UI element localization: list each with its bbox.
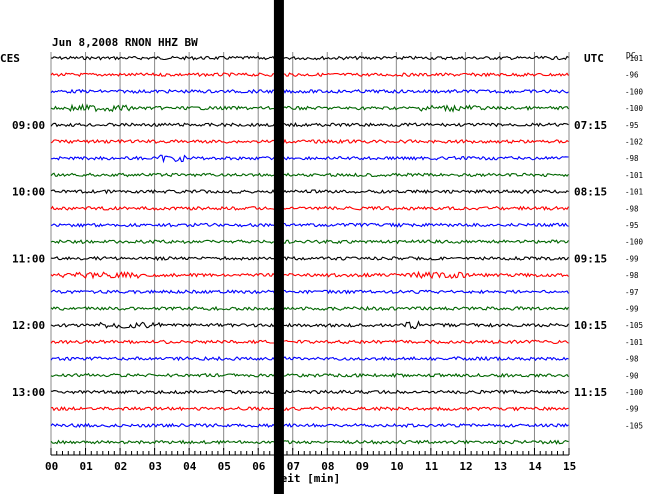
trace-row-10 xyxy=(50,205,569,211)
dc-offset-label: -100 xyxy=(625,87,644,96)
x-tick-label: 12 xyxy=(459,460,472,473)
trace-row-13 xyxy=(50,255,569,262)
trace-row-24 xyxy=(50,439,569,445)
trace-row-18 xyxy=(50,339,569,345)
x-tick-label: 13 xyxy=(494,460,507,473)
x-tick-label: 00 xyxy=(45,460,58,473)
dc-offset-label: -101 xyxy=(625,54,643,63)
x-tick-label: 06 xyxy=(252,460,266,473)
left-time-label: 12:00 xyxy=(12,319,45,332)
dc-offset-label: -100 xyxy=(625,238,644,247)
left-timezone-label: CES xyxy=(0,52,20,65)
x-tick-label: 11 xyxy=(425,460,439,473)
x-axis-label: Zeit [min] xyxy=(274,472,340,485)
dc-offset-label: -99 xyxy=(625,254,639,263)
dc-offset-label: -90 xyxy=(625,371,639,380)
seismic-traces xyxy=(50,0,569,494)
dc-offset-label: -101 xyxy=(625,338,643,347)
x-tick-label: 03 xyxy=(149,460,162,473)
trace-row-19 xyxy=(50,355,569,362)
right-time-label: 11:15 xyxy=(574,386,607,399)
dc-offset-label: -98 xyxy=(625,204,639,213)
trace-row-21 xyxy=(50,389,569,395)
trace-row-8 xyxy=(50,172,569,178)
trace-row-5 xyxy=(50,121,569,128)
trace-row-15 xyxy=(50,289,569,295)
trace-row-16 xyxy=(50,305,569,312)
dc-offset-label: -105 xyxy=(625,321,643,330)
chart-title: Jun 8,2008 RNON HHZ BW xyxy=(52,36,198,49)
trace-row-17 xyxy=(50,320,569,330)
dc-offset-label: -101 xyxy=(625,171,643,180)
left-time-label: 13:00 xyxy=(12,386,45,399)
trace-row-1 xyxy=(50,55,569,61)
dc-offset-label: -95 xyxy=(625,221,639,230)
dc-label: DC xyxy=(626,51,636,60)
x-tick-label: 09 xyxy=(356,460,369,473)
x-tick-label: 02 xyxy=(114,460,127,473)
x-tick-label: 04 xyxy=(183,460,197,473)
dc-offset-label: -102 xyxy=(625,138,643,147)
right-time-label: 10:15 xyxy=(574,319,607,332)
trace-row-22 xyxy=(50,406,569,412)
trace-row-2 xyxy=(50,72,569,78)
time-labels: 09:00 10:00 11:00 12:00 13:00 07:15 08:15 09:15… xyxy=(12,54,644,430)
x-tick-label: 01 xyxy=(80,460,94,473)
dc-offset-label: -97 xyxy=(625,288,639,297)
dc-offset-label: -95 xyxy=(625,121,639,130)
x-axis-ticks: 00 01 02 03 04 05 06 07 08 09 10 11 12 13 14 15 xyxy=(45,448,576,473)
left-time-label: 09:00 xyxy=(12,119,45,132)
trace-row-9 xyxy=(50,188,569,195)
dc-offset-label: -99 xyxy=(625,305,639,314)
data-gap-bar xyxy=(273,0,284,494)
x-tick-label: 10 xyxy=(390,460,403,473)
dc-offset-label: -101 xyxy=(625,188,643,197)
trace-row-7 xyxy=(50,154,569,164)
left-time-label: 11:00 xyxy=(12,252,45,265)
trace-row-4 xyxy=(50,103,569,113)
right-time-label: 08:15 xyxy=(574,186,607,199)
x-tick-label: 07 xyxy=(287,460,300,473)
trace-row-11 xyxy=(50,222,569,228)
x-tick-label: 14 xyxy=(528,460,542,473)
dc-offset-label: -100 xyxy=(625,104,644,113)
dc-offset-label: -100 xyxy=(625,388,644,397)
x-tick-label: 05 xyxy=(218,460,231,473)
dc-offset-label: -98 xyxy=(625,271,639,280)
trace-row-3 xyxy=(50,88,569,94)
left-time-label: 10:00 xyxy=(12,186,45,199)
dc-offset-label: -98 xyxy=(625,355,639,364)
dc-offset-label: -96 xyxy=(625,71,639,80)
trace-row-20 xyxy=(50,372,569,378)
trace-row-6 xyxy=(50,138,569,145)
trace-row-12 xyxy=(50,239,569,245)
trace-row-23 xyxy=(50,422,569,428)
trace-row-14 xyxy=(50,270,569,280)
right-time-label: 07:15 xyxy=(574,119,607,132)
x-tick-label: 15 xyxy=(563,460,576,473)
right-time-label: 09:15 xyxy=(574,252,607,265)
right-timezone-label: UTC xyxy=(584,52,604,65)
dc-offset-label: -98 xyxy=(625,154,639,163)
x-tick-label: 08 xyxy=(321,460,334,473)
dc-offset-label: -99 xyxy=(625,405,639,414)
dc-offset-label: -105 xyxy=(625,421,643,430)
grid-lines xyxy=(50,52,570,450)
